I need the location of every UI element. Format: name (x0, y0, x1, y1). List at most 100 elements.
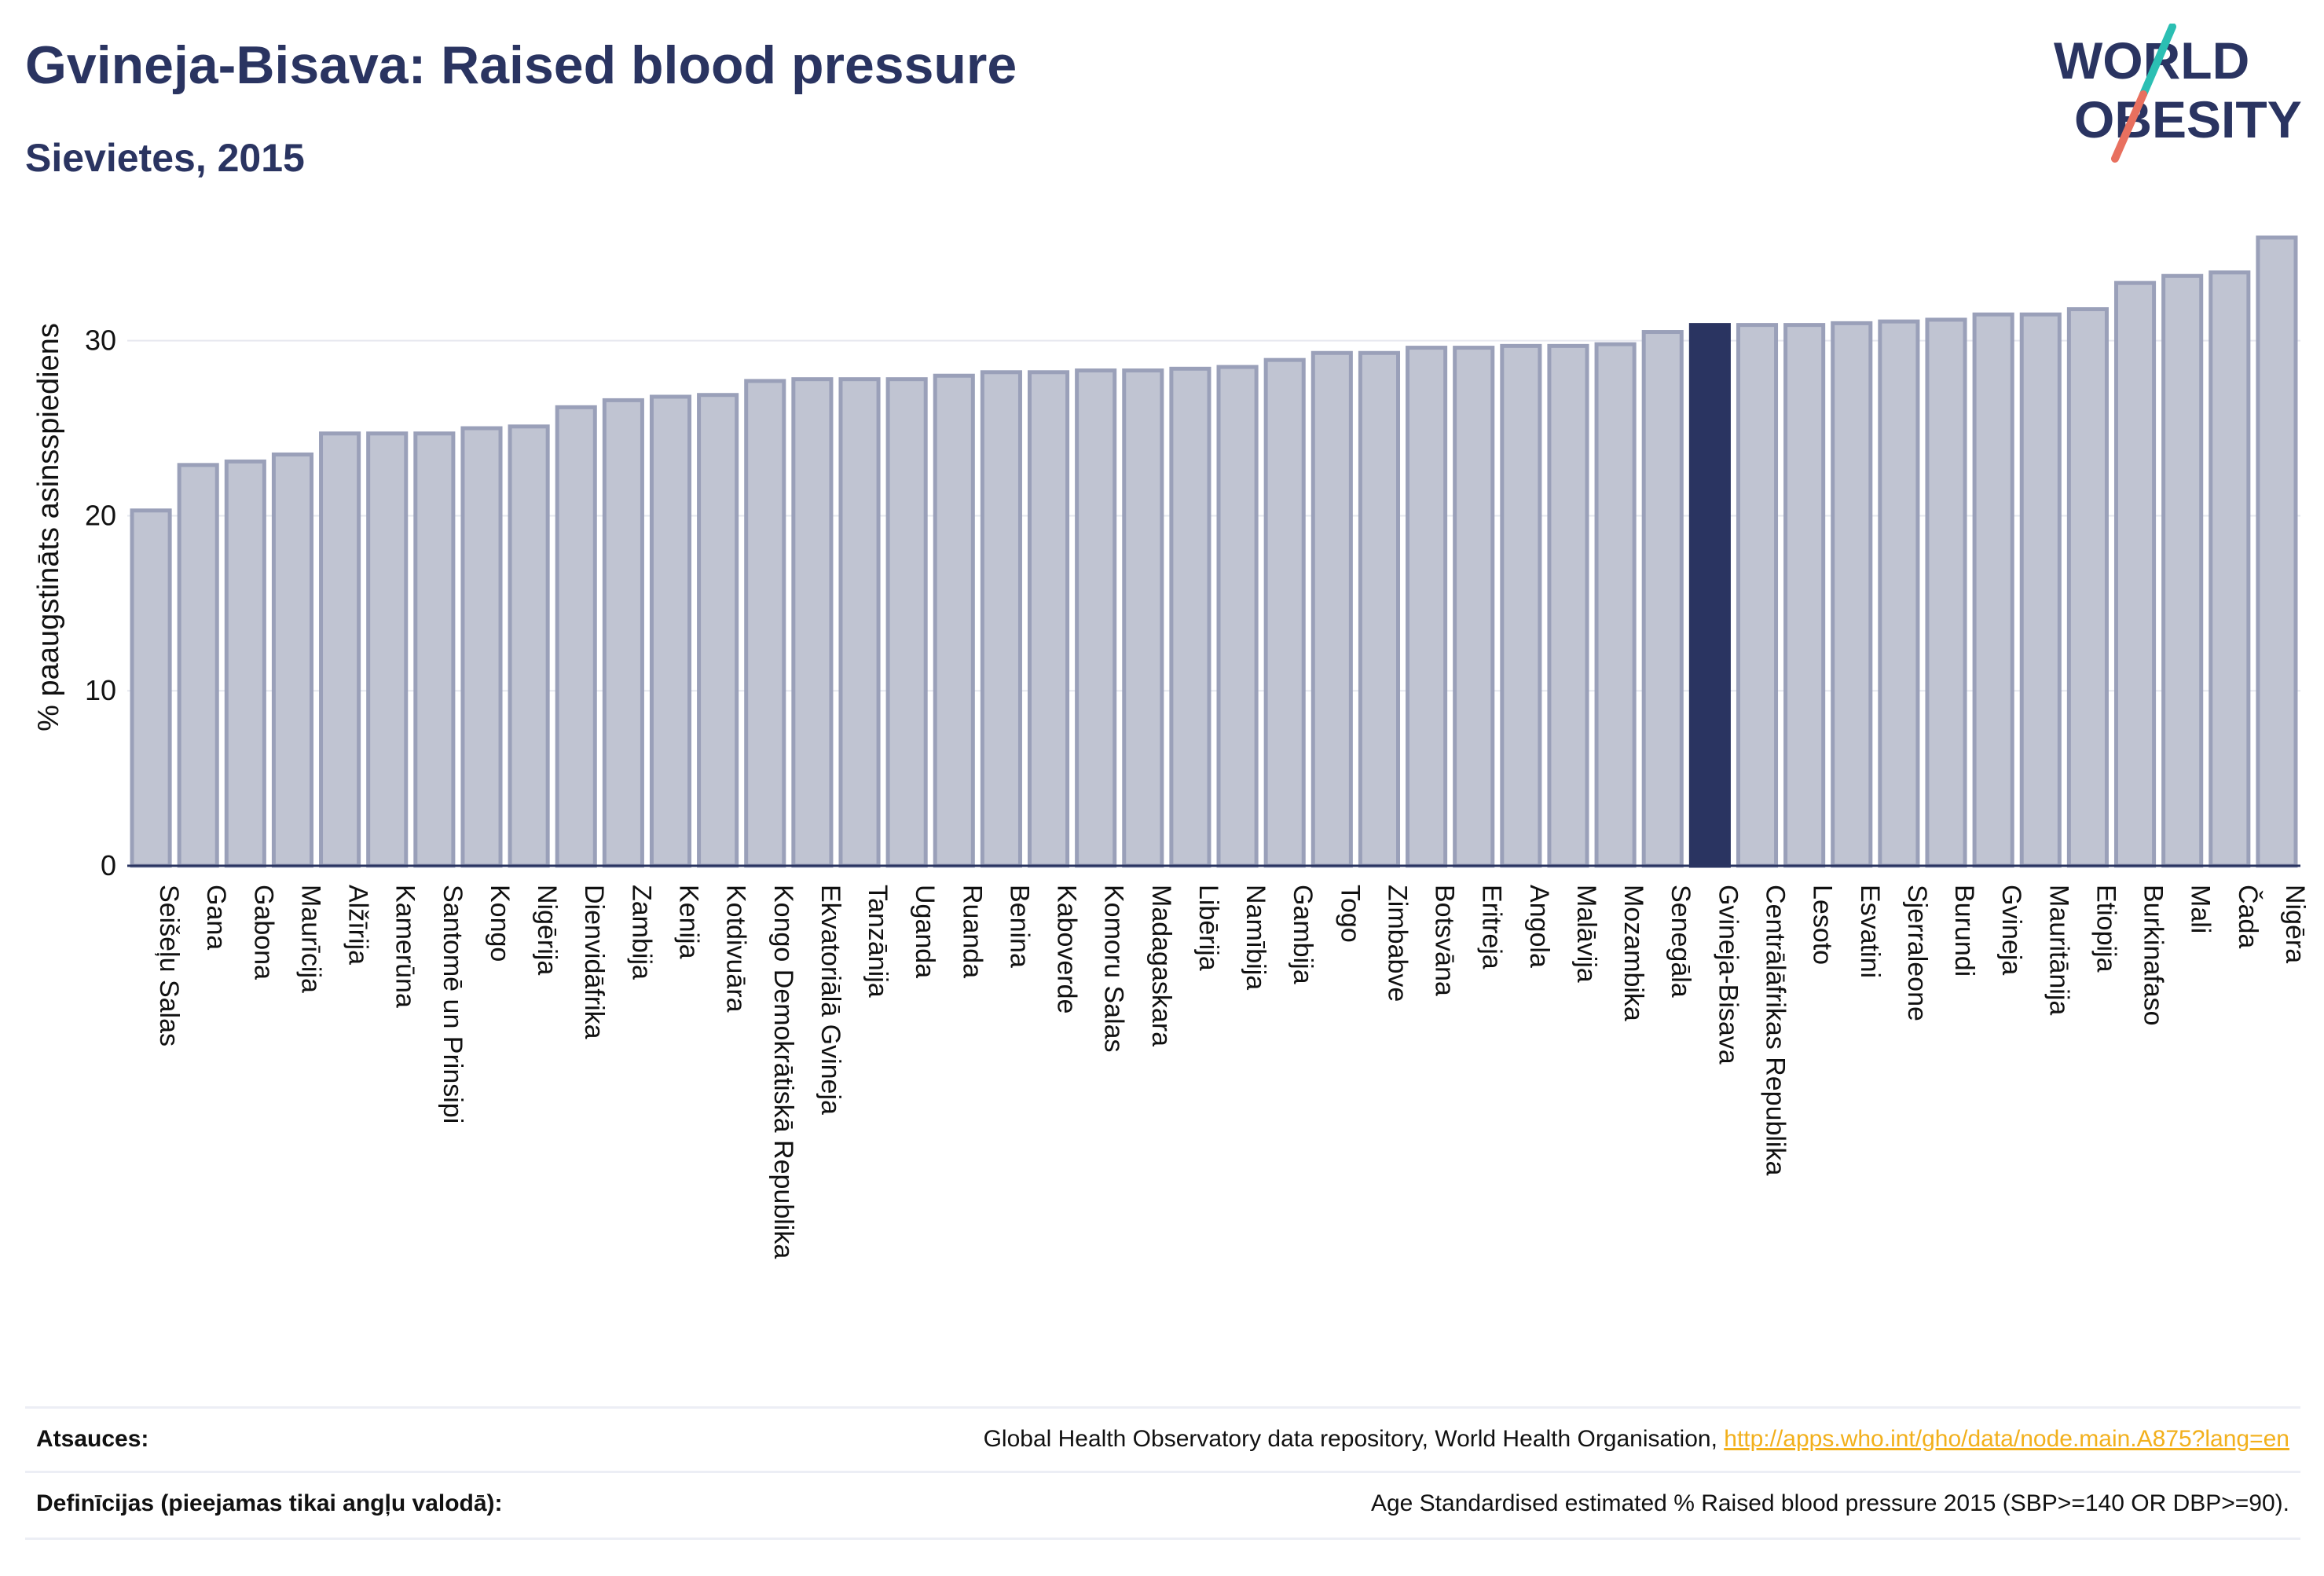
y-tick-label: 20 (85, 499, 116, 531)
bar (1453, 346, 1495, 868)
sources-value: Global Health Observatory data repositor… (984, 1426, 2289, 1453)
sources-link[interactable]: http://apps.who.int/gho/data/node.main.A… (1724, 1426, 2289, 1452)
footer-sources-row: Atsauces: Global Health Observatory data… (25, 1406, 2300, 1473)
x-tick-label: Zambija (626, 885, 656, 980)
bar (1122, 368, 1164, 868)
bar (460, 426, 503, 868)
logo-slash-teal (2139, 24, 2176, 98)
bar (933, 373, 975, 868)
sources-text: Global Health Observatory data repositor… (983, 1426, 1717, 1452)
x-tick-label: Centrālāfrikas Republika (1761, 885, 1791, 1175)
x-tick-label: Senegāla (1666, 885, 1695, 998)
x-tick-label: Seišeļu Salas (154, 885, 184, 1046)
x-tick-label: Gana (201, 885, 231, 950)
x-tick-label: Tanzānija (863, 885, 893, 998)
bar (602, 398, 644, 868)
x-tick-label: Togo (1335, 885, 1365, 943)
bar (885, 377, 928, 868)
logo-slash-coral (2111, 90, 2147, 163)
bar (838, 377, 881, 868)
bar (1500, 343, 1542, 868)
x-tick-label: Čada (2233, 885, 2263, 948)
bar (2066, 307, 2109, 868)
x-tick-label: Nigērija (532, 885, 562, 975)
bar (1310, 350, 1353, 868)
x-tick-label: Ekvatoriālā Gvineja (816, 885, 845, 1115)
bar (1783, 323, 1826, 868)
x-tick-label: Burundi (1949, 885, 1979, 977)
chart-subtitle: Sievietes, 2015 (25, 136, 305, 180)
x-tick-label: Dienvidāfrika (579, 885, 609, 1039)
y-tick-label: 30 (85, 324, 116, 357)
bar (980, 370, 1022, 868)
x-tick-label: Malāvija (1571, 885, 1601, 983)
bar (1358, 350, 1401, 868)
x-tick-label: Esvatini (1855, 885, 1885, 978)
bar-highlighted (1688, 323, 1731, 868)
bar (2209, 270, 2251, 868)
chart-title: Gvineja-Bisava: Raised blood pressure (25, 35, 1017, 95)
logo-text-obesity: OBESITY (2074, 90, 2302, 148)
x-tick-label: Ruanda (957, 885, 987, 978)
y-tick-label: 0 (101, 849, 116, 881)
bar (177, 463, 219, 868)
bar (744, 379, 786, 868)
y-tick-label: 10 (85, 674, 116, 706)
bar (366, 431, 409, 868)
bar (1736, 323, 1779, 868)
bar (1972, 312, 2014, 868)
x-tick-label: Kongo (485, 885, 515, 962)
x-tick-label: Mauritānija (2044, 885, 2073, 1015)
bar (1216, 365, 1259, 868)
x-tick-label: Santomē un Prinsipi (438, 885, 467, 1123)
bar (2161, 273, 2204, 868)
x-tick-label: Angola (1524, 885, 1554, 968)
bar (1406, 346, 1448, 868)
bar (319, 431, 361, 868)
x-tick-label: Madagaskara (1146, 885, 1176, 1046)
bar (1547, 343, 1589, 868)
bar (1075, 368, 1117, 868)
x-tick-label: Eritreja (1477, 885, 1507, 969)
bar (1263, 357, 1306, 868)
bar (697, 393, 739, 868)
bar (1831, 321, 1873, 868)
x-tick-label: Maurīcija (295, 885, 325, 993)
definitions-label: Definīcijas (pieejamas tikai angļu valod… (36, 1490, 503, 1516)
x-tick-label: Kaboverde (1052, 885, 1082, 1013)
bar (1641, 330, 1684, 868)
x-tick-label: Kongo Demokrātiskā Republika (768, 885, 798, 1259)
bar (1925, 317, 1967, 868)
x-tick-label: Komoru Salas (1099, 885, 1129, 1053)
x-tick-label: Kenija (674, 885, 704, 959)
x-tick-label: Alžīrija (343, 885, 373, 965)
bar (2019, 312, 2062, 868)
sources-label: Atsauces: (36, 1426, 149, 1452)
bar (2256, 235, 2298, 868)
bar (2113, 280, 2157, 868)
bar (271, 452, 314, 868)
bar (1594, 342, 1637, 868)
x-tick-label: Zimbabve (1382, 885, 1412, 1002)
bar (130, 508, 172, 868)
bar (555, 405, 597, 868)
y-axis-title: % paaugstināts asinsspiediens (32, 323, 65, 731)
x-tick-label: Nigēra (2280, 885, 2310, 963)
bar (1027, 370, 1070, 868)
world-obesity-logo: WORLD OBESITY (2054, 24, 2302, 163)
x-tick-label: Uganda (910, 885, 940, 978)
x-tick-label: Libērija (1193, 885, 1223, 971)
bar (224, 459, 266, 868)
bar (1878, 319, 1920, 868)
bar (1169, 366, 1211, 868)
x-tick-label: Sjerraleone (1902, 885, 1932, 1021)
x-tick-label: Botsvāna (1430, 885, 1460, 996)
x-tick-label: Gvineja-Bisava (1713, 885, 1743, 1065)
definitions-text: Age Standardised estimated % Raised bloo… (1370, 1490, 2289, 1516)
x-tick-label: Kotdivuāra (721, 885, 751, 1013)
x-tick-label: Gvineja (1996, 885, 2026, 975)
x-tick-label: Gabona (248, 885, 278, 980)
x-tick-label: Mali (2186, 885, 2216, 933)
bar (413, 431, 456, 868)
x-tick-label: Benina (1004, 885, 1034, 968)
